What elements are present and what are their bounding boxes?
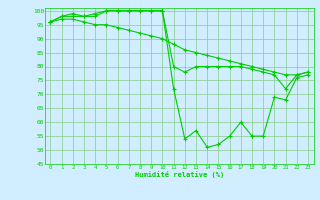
X-axis label: Humidité relative (%): Humidité relative (%) [135,171,224,178]
